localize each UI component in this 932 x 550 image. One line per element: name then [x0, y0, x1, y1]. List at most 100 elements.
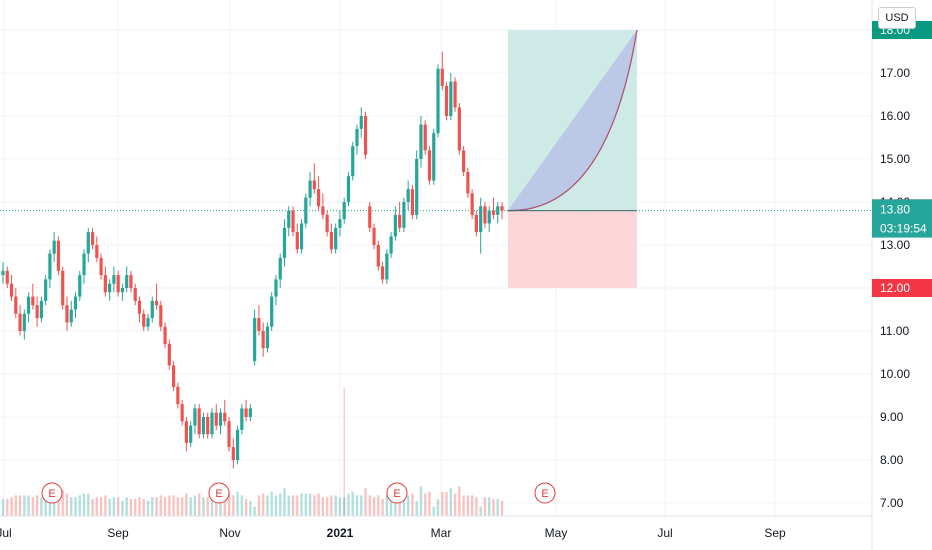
candle-body — [112, 275, 116, 284]
price-axis[interactable] — [872, 0, 932, 550]
candle-body — [444, 85, 449, 116]
currency-button[interactable]: USD — [878, 7, 916, 29]
candle-body — [184, 421, 188, 443]
candle-body — [440, 68, 444, 86]
volume-bar — [95, 497, 99, 516]
candle-body — [351, 146, 355, 177]
earnings-marker[interactable] — [386, 482, 408, 504]
volume-bar — [121, 500, 124, 516]
candle-body — [31, 296, 35, 306]
candle-body — [363, 116, 368, 155]
volume-bar — [23, 495, 26, 516]
volume-bar — [462, 495, 465, 516]
volume-bar — [206, 497, 209, 516]
earnings-marker-label: E — [541, 488, 548, 500]
volume-spike — [343, 388, 345, 516]
volume-bar — [453, 493, 457, 516]
candle-body — [470, 193, 474, 215]
candle-body — [39, 300, 43, 319]
candle-body — [500, 206, 504, 211]
volume-bar — [428, 491, 431, 516]
volume-bar — [347, 493, 350, 516]
candle-body — [206, 417, 210, 435]
candle-body — [329, 232, 334, 250]
candle-body — [483, 206, 487, 224]
volume-bar — [419, 486, 423, 516]
candle-body — [376, 245, 380, 267]
candle-body — [355, 128, 359, 147]
volume-bar — [180, 497, 184, 516]
volume-bar — [321, 497, 325, 516]
volume-bar — [406, 495, 410, 516]
volume-bar — [82, 493, 86, 516]
volume-bar — [449, 488, 453, 516]
volume-bar — [240, 495, 244, 516]
volume-bar — [236, 491, 239, 516]
candle-body — [150, 300, 154, 319]
earnings-marker[interactable] — [208, 482, 230, 504]
loss-zone[interactable] — [508, 210, 637, 288]
candle-body — [210, 412, 214, 435]
volume-bar — [168, 495, 171, 516]
price-tick-label: 10.00 — [880, 367, 910, 381]
volume-bar — [377, 495, 380, 516]
candle-body — [325, 214, 329, 233]
volume-bar — [197, 493, 201, 516]
volume-bar — [500, 500, 504, 516]
volume-bar — [325, 497, 329, 516]
price-tick-label: 17.00 — [880, 66, 910, 80]
candle-body — [372, 227, 376, 245]
volume-bar — [210, 495, 214, 516]
candle-body — [491, 210, 496, 215]
candle-body — [423, 124, 427, 151]
volume-bar — [261, 493, 265, 516]
volume-bar — [436, 499, 440, 516]
stop-price-label: 12.00 — [880, 281, 910, 295]
volume-bar — [483, 497, 487, 516]
volume-bar — [61, 490, 64, 516]
candle-body — [308, 180, 312, 198]
date-tick-label: 2021 — [327, 526, 354, 540]
volume-bar — [202, 497, 205, 516]
countdown-label: 03:19:54 — [880, 222, 927, 236]
candle-body — [291, 210, 295, 233]
candle-body — [427, 150, 432, 181]
candle-body — [26, 296, 31, 314]
volume-bar — [466, 495, 470, 516]
candle-body — [321, 206, 325, 215]
candle-body — [9, 283, 14, 297]
date-tick-label: May — [545, 526, 568, 540]
volume-bar — [470, 495, 474, 516]
earnings-marker[interactable] — [41, 482, 63, 504]
candle-body — [248, 408, 252, 417]
volume-bar — [317, 493, 320, 516]
candle-body — [129, 275, 133, 288]
candle-body — [389, 236, 393, 254]
candle-body — [163, 326, 167, 344]
candle-body — [214, 412, 218, 426]
volume-bar — [244, 499, 248, 516]
candle-body — [159, 305, 163, 327]
candle-body — [265, 326, 270, 349]
candle-body — [108, 283, 112, 293]
candle-body — [487, 210, 491, 224]
volume-bar — [219, 497, 222, 516]
plot-area[interactable] — [0, 0, 872, 516]
date-tick-label: Sep — [764, 526, 786, 540]
projection-curve — [507, 29, 638, 212]
volume-bar — [402, 493, 406, 516]
volume-bar — [479, 506, 482, 516]
candle-body — [270, 296, 274, 327]
last-price-label: 13.80 — [880, 203, 910, 217]
volume-bar — [458, 486, 461, 516]
stop-price-tag — [872, 279, 932, 297]
candle-body — [125, 275, 129, 288]
volume-bar — [274, 495, 278, 516]
earnings-marker[interactable] — [534, 482, 556, 504]
volume-bar — [70, 497, 73, 516]
volume-bar — [18, 495, 22, 516]
volume-bar — [108, 499, 111, 516]
volume-bar — [364, 488, 367, 516]
volume-bar — [159, 495, 163, 516]
